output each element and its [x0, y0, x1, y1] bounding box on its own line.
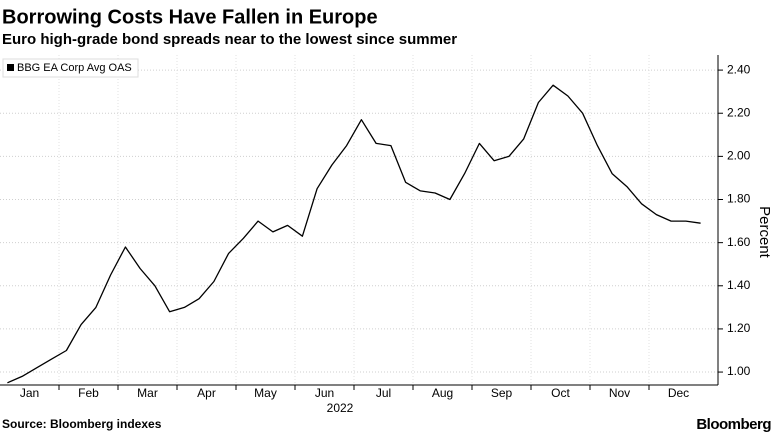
x-tick-label: Dec [668, 386, 689, 400]
legend-label: BBG EA Corp Avg OAS [17, 62, 132, 74]
brand: Bloomberg [696, 416, 771, 433]
x-tick-label: Jun [315, 386, 334, 400]
chart-subtitle: Euro high-grade bond spreads near to the… [2, 31, 457, 48]
source: Source: Bloomberg indexes [2, 417, 162, 431]
x-tick-label: Sep [491, 386, 513, 400]
y-tick-label: 2.00 [727, 149, 751, 163]
y-tick-label: 1.40 [727, 278, 751, 292]
x-axis-label: 2022 [327, 401, 354, 415]
y-tick-label: 1.80 [727, 192, 751, 206]
x-tick-label: May [254, 386, 277, 400]
y-tick-label: 1.60 [727, 235, 751, 249]
y-tick-label: 1.00 [727, 364, 751, 378]
y-axis-label: Percent [756, 206, 773, 259]
x-tick-label: Oct [551, 386, 570, 400]
legend-box [2, 58, 139, 78]
line [7, 84, 701, 384]
y-tick-label: 2.20 [727, 105, 751, 119]
y-tick-label: 1.20 [727, 321, 751, 335]
x-tick-label: Nov [609, 386, 630, 400]
x-tick-label: Jan [20, 386, 39, 400]
x-tick-label: Jul [376, 386, 391, 400]
x-tick-label: Apr [197, 386, 216, 400]
legend-swatch [7, 64, 14, 71]
chart-title: Borrowing Costs Have Fallen in Europe [2, 6, 378, 28]
x-tick-label: Feb [78, 386, 99, 400]
y-tick-label: 2.40 [727, 62, 751, 76]
x-tick-label: Mar [137, 386, 158, 400]
x-tick-label: Aug [432, 386, 453, 400]
